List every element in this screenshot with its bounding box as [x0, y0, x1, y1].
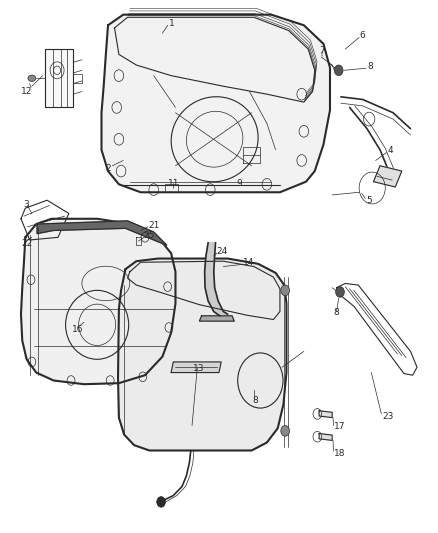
Circle shape — [281, 285, 290, 296]
Text: 25: 25 — [144, 231, 155, 240]
Text: 1: 1 — [169, 19, 175, 28]
Text: 5: 5 — [366, 196, 372, 205]
Polygon shape — [21, 219, 176, 384]
Ellipse shape — [28, 75, 36, 82]
Text: 17: 17 — [334, 422, 346, 431]
Text: 9: 9 — [237, 179, 242, 188]
Text: 8: 8 — [333, 308, 339, 317]
Text: 23: 23 — [382, 411, 394, 421]
Text: 8: 8 — [367, 62, 373, 71]
Text: 16: 16 — [72, 325, 83, 334]
Text: 21: 21 — [148, 221, 160, 230]
Text: 7: 7 — [319, 46, 325, 55]
Polygon shape — [199, 316, 234, 321]
Text: 18: 18 — [334, 449, 346, 458]
Text: 24: 24 — [217, 247, 228, 256]
Text: 8: 8 — [253, 396, 258, 405]
Text: 14: 14 — [244, 259, 255, 267]
Circle shape — [334, 65, 343, 76]
Polygon shape — [118, 259, 286, 450]
Text: 12: 12 — [21, 87, 32, 96]
Text: 6: 6 — [360, 31, 365, 41]
Polygon shape — [374, 166, 402, 187]
Polygon shape — [171, 362, 221, 373]
Polygon shape — [102, 14, 330, 192]
Polygon shape — [45, 49, 73, 108]
Polygon shape — [319, 433, 332, 440]
Circle shape — [281, 425, 290, 436]
Polygon shape — [205, 243, 228, 316]
Text: 2: 2 — [105, 164, 111, 173]
Polygon shape — [37, 221, 167, 245]
Text: 3: 3 — [23, 200, 29, 209]
Circle shape — [157, 497, 166, 507]
Text: 4: 4 — [388, 147, 393, 156]
Text: 11: 11 — [168, 179, 179, 188]
Text: 13: 13 — [193, 364, 205, 373]
Polygon shape — [319, 411, 332, 418]
Circle shape — [336, 287, 344, 297]
Text: 22: 22 — [22, 239, 33, 248]
